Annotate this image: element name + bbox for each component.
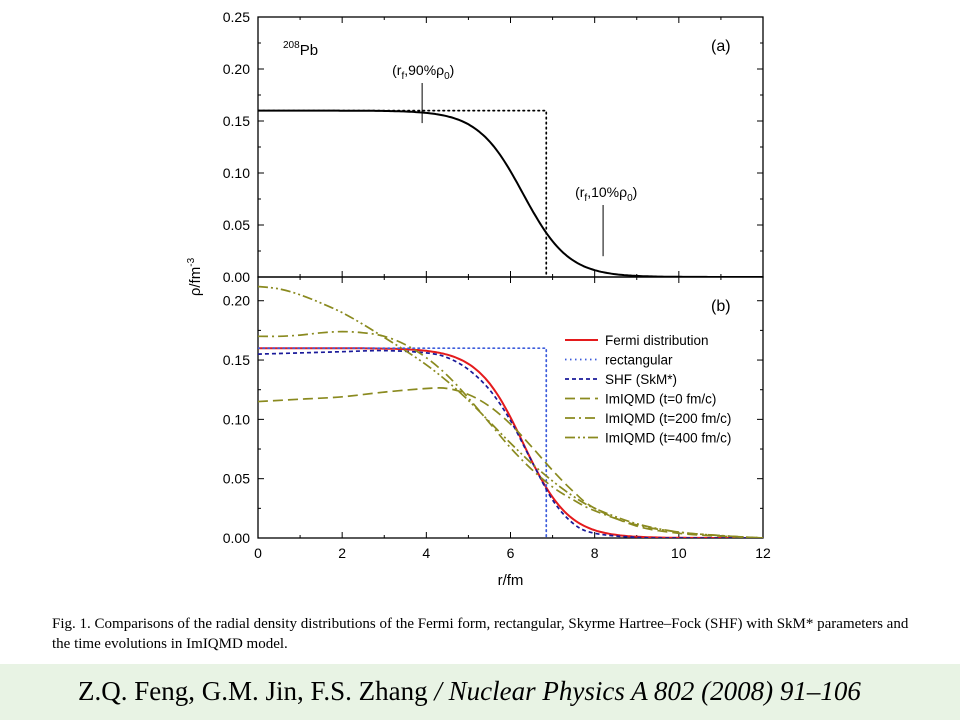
y-axis-label-base: ρ/fm: [187, 267, 204, 296]
series-line-0: [258, 109, 763, 277]
x-tick-label: 10: [671, 545, 687, 561]
citation-authors: Z.Q. Feng, G.M. Jin, F.S. Zhang: [78, 676, 435, 706]
annotation-part: 0: [444, 71, 450, 82]
y-tick-label: 0.00: [223, 269, 250, 285]
x-tick-label: 12: [755, 545, 771, 561]
annotation-part: (r: [392, 62, 402, 78]
legend-label-1: rectangular: [605, 353, 673, 368]
plot-frame: [257, 16, 764, 278]
annotation-part: f: [584, 193, 587, 204]
y-axis-label: ρ/fm-3: [186, 257, 204, 296]
y-tick-label: 0.10: [223, 165, 250, 181]
annotation-part: ): [450, 62, 455, 78]
citation-footer: [0, 664, 960, 720]
y-tick-label: 0.05: [223, 217, 250, 233]
y-axis-label-exp: -3: [186, 257, 197, 266]
panel-label: (b): [711, 298, 731, 315]
series-line-1: [258, 109, 548, 277]
panel-label: (a): [711, 38, 731, 55]
caption-label: Fig. 1.: [52, 616, 91, 632]
y-tick-label: 0.15: [223, 352, 250, 368]
density-figure: 0.000.050.100.150.200.25(a)208Pb(rf,90%ρ…: [186, 9, 771, 589]
y-tick-label: 0.05: [223, 471, 250, 487]
nucleus-label: 208Pb: [283, 40, 318, 59]
x-tick-label: 0: [254, 545, 262, 561]
y-tick-label: 0.20: [223, 61, 250, 77]
series-line-4: [258, 330, 763, 538]
legend-label-3: ImIQMD (t=0 fm/c): [605, 392, 716, 407]
x-tick-label: 8: [591, 545, 599, 561]
legend-label-2: SHF (SkM*): [605, 372, 677, 387]
nucleus-mass: 208: [283, 40, 300, 51]
x-tick-label: 6: [507, 545, 515, 561]
series-line-5: [258, 285, 763, 538]
x-tick-label: 4: [422, 545, 430, 561]
y-tick-label: 0.00: [223, 530, 250, 546]
plot-frame: [257, 276, 764, 539]
legend: Fermi distribution rectangular SHF (SkM*) I…: [565, 333, 731, 446]
annotation-label: (rf,10%ρ0): [575, 184, 637, 204]
caption-text: Comparisons of the radial density distri…: [52, 616, 909, 652]
annotation-part: ,10%ρ: [587, 184, 627, 200]
y-tick-label: 0.15: [223, 113, 250, 129]
nucleus-element: Pb: [300, 42, 318, 59]
legend-label-4: ImIQMD (t=200 fm/c): [605, 411, 731, 426]
series-line-2: [258, 349, 763, 538]
y-tick-label: 0.20: [223, 293, 250, 309]
y-tick-label: 0.25: [223, 9, 250, 25]
annotation-part: ): [633, 184, 638, 200]
annotation-part: ,90%ρ: [404, 62, 444, 78]
annotation-part: (r: [575, 184, 585, 200]
legend-label-0: Fermi distribution: [605, 333, 709, 348]
series-line-1: [258, 347, 548, 538]
y-tick-label: 0.10: [223, 411, 250, 427]
panel-a: 0.000.050.100.150.200.25(a)208Pb(rf,90%ρ…: [223, 9, 764, 285]
annotation-label: (rf,90%ρ0): [392, 62, 454, 82]
panel-b: 0.00 0.05 0.10 0.15 0.20 (b) Fermi distributio…: [223, 276, 771, 561]
annotation-part: f: [401, 71, 404, 82]
x-axis-label: r/fm: [498, 572, 524, 589]
annotation-part: 0: [627, 193, 633, 204]
citation-journal: / Nuclear Physics A 802 (2008) 91–106: [434, 676, 861, 706]
figure-caption: Fig. 1. Comparisons of the radial densit…: [52, 614, 912, 654]
legend-label-5: ImIQMD (t=400 fm/c): [605, 431, 731, 446]
x-tick-label: 2: [338, 545, 346, 561]
series-line-3: [258, 387, 763, 538]
citation-line: Z.Q. Feng, G.M. Jin, F.S. Zhang / Nuclea…: [78, 676, 861, 707]
